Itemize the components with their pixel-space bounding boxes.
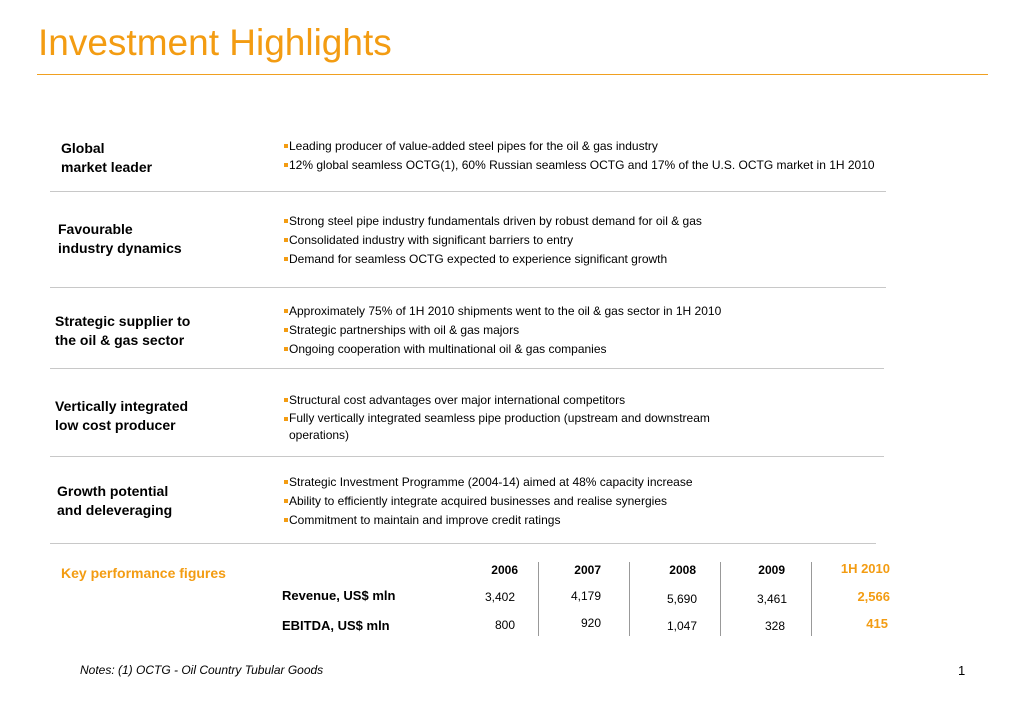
kpi-value: 3,402 xyxy=(484,590,515,604)
section-divider xyxy=(50,456,884,457)
page-number: 1 xyxy=(958,663,966,678)
bullet-item: Approximately 75% of 1H 2010 shipments w… xyxy=(284,302,884,321)
column-divider xyxy=(538,562,539,636)
bullet-item: Strategic Investment Programme (2004-14)… xyxy=(284,473,884,492)
bullet-item: Strategic partnerships with oil & gas ma… xyxy=(284,321,884,340)
section-bullets-vertically-integrated: Structural cost advantages over major in… xyxy=(284,391,754,444)
bullet-item: Ability to efficiently integrate acquire… xyxy=(284,492,884,511)
section-divider xyxy=(50,287,886,288)
bullet-item: Commitment to maintain and improve credi… xyxy=(284,511,884,530)
bullet-item: Consolidated industry with significant b… xyxy=(284,231,884,250)
bullet-item: Ongoing cooperation with multinational o… xyxy=(284,340,884,359)
footnote: Notes: (1) OCTG - Oil Country Tubular Go… xyxy=(80,663,324,677)
kpi-row-label-revenue: Revenue, US$ mln xyxy=(282,588,396,603)
section-bullets-industry-dynamics: Strong steel pipe industry fundamentals … xyxy=(284,212,884,269)
kpi-value: 3,461 xyxy=(756,592,787,606)
section-title-industry-dynamics: Favourable industry dynamics xyxy=(58,221,182,256)
section-title-growth-potential: Growth potential and deleveraging xyxy=(57,483,173,518)
kpi-year-header: 2008 xyxy=(669,563,696,577)
section-bullets-strategic-supplier: Approximately 75% of 1H 2010 shipments w… xyxy=(284,302,884,359)
section-bullets-market-leader: Leading producer of value-added steel pi… xyxy=(284,137,884,175)
bullet-item: Demand for seamless OCTG expected to exp… xyxy=(284,250,884,269)
bullet-item: Strong steel pipe industry fundamentals … xyxy=(284,212,884,231)
section-divider xyxy=(50,368,884,369)
kpi-year-header-highlight: 1H 2010 xyxy=(840,561,890,576)
kpi-year-header: 2009 xyxy=(758,563,785,577)
title-divider xyxy=(37,74,988,75)
section-title-strategic-supplier: Strategic supplier to the oil & gas sect… xyxy=(55,313,191,348)
column-divider xyxy=(720,562,721,636)
kpi-value: 800 xyxy=(494,618,515,632)
page-title: Investment Highlights xyxy=(38,22,392,63)
column-divider xyxy=(629,562,630,636)
section-divider xyxy=(50,191,886,192)
kpi-value-highlight: 2,566 xyxy=(857,589,890,604)
bullet-item: 12% global seamless OCTG(1), 60% Russian… xyxy=(284,156,884,175)
section-title-vertically-integrated: Vertically integrated low cost producer xyxy=(55,398,189,433)
kpi-year-header: 2007 xyxy=(574,563,601,577)
kpi-value: 920 xyxy=(580,616,601,630)
kpi-value: 5,690 xyxy=(666,592,697,606)
kpi-value: 1,047 xyxy=(666,619,697,633)
kpi-value: 328 xyxy=(764,619,785,633)
section-bullets-growth-potential: Strategic Investment Programme (2004-14)… xyxy=(284,473,884,530)
kpi-value-highlight: 415 xyxy=(866,616,888,631)
kpi-title: Key performance figures xyxy=(61,565,226,581)
kpi-year-header: 2006 xyxy=(491,563,518,577)
bullet-item: Fully vertically integrated seamless pip… xyxy=(284,410,754,444)
bullet-item: Leading producer of value-added steel pi… xyxy=(284,137,884,156)
kpi-value: 4,179 xyxy=(570,589,601,603)
section-divider xyxy=(50,543,876,544)
column-divider xyxy=(811,562,812,636)
bullet-item: Structural cost advantages over major in… xyxy=(284,391,754,410)
section-title-market-leader: Global market leader xyxy=(61,140,153,175)
kpi-row-label-ebitda: EBITDA, US$ mln xyxy=(282,618,390,633)
